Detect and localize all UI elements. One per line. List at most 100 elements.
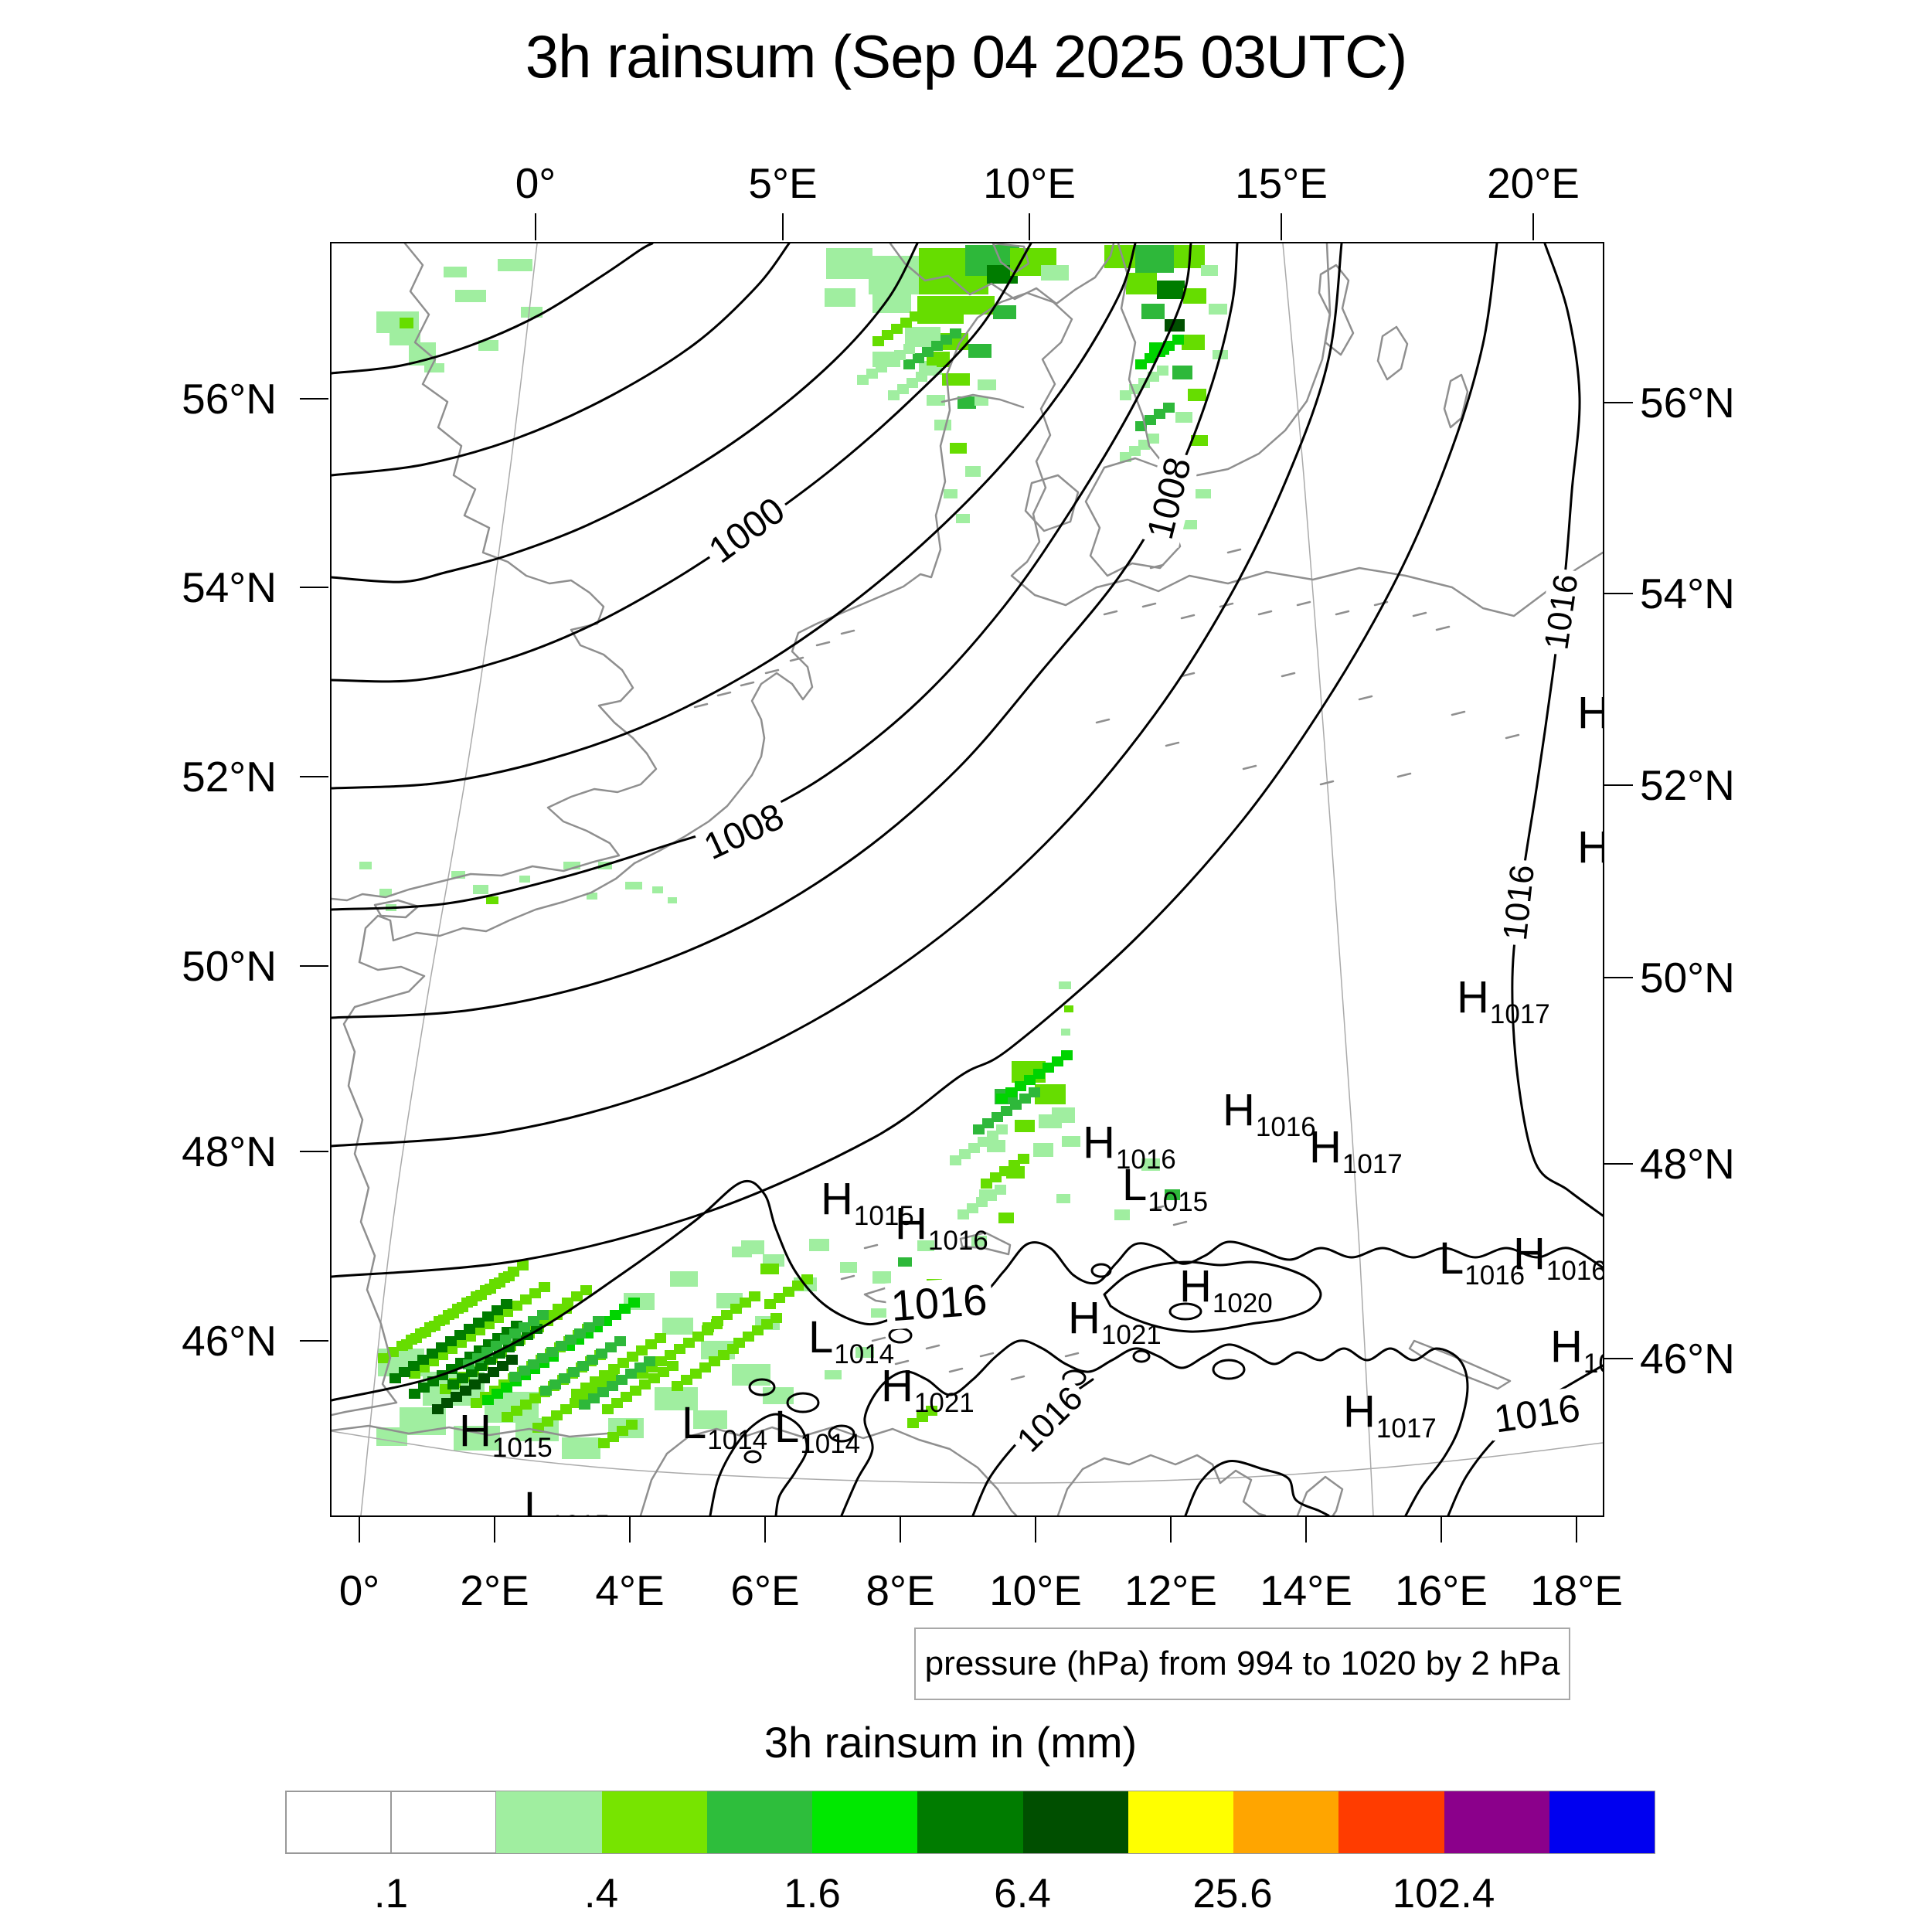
isobar-closed-cell [828, 1424, 855, 1443]
pressure-marker-value: 1017 [1489, 999, 1550, 1029]
pressure-marker-value: 1015 [1148, 1187, 1209, 1217]
right-axis-tick-label: 56°N [1640, 379, 1735, 427]
rain-cell [718, 1350, 730, 1360]
rain-cell [614, 1336, 626, 1346]
rain-cell [655, 1333, 666, 1343]
coastline [332, 862, 636, 1417]
rain-cell [1135, 245, 1174, 273]
rain-cell [502, 1412, 513, 1422]
rain-cell [429, 1321, 440, 1331]
colorbar-tick-label: 6.4 [994, 1871, 1051, 1917]
map-svg [332, 243, 1603, 1515]
pressure-marker-value: 1014 [707, 1425, 768, 1455]
rain-cell [571, 1389, 583, 1399]
rain-cell [400, 318, 413, 328]
rain-cell [626, 1420, 638, 1430]
rain-cell [571, 1291, 583, 1301]
rain-cell [987, 1131, 998, 1141]
pressure-marker-value: 1016 [1583, 1349, 1603, 1379]
rain-cell [588, 1393, 600, 1403]
isobar-line [332, 243, 1498, 1278]
rain-cell [577, 1361, 589, 1371]
top-axis-tick-label: 20°E [1487, 159, 1580, 207]
rain-cell [1033, 1069, 1045, 1079]
rain-cell [702, 1322, 714, 1332]
bottom-axis-tick-label: 2°E [460, 1566, 529, 1614]
isobar-closed-cell [1212, 1359, 1246, 1380]
coastline-islet [764, 668, 780, 675]
right-axis-tick-label: 50°N [1640, 954, 1735, 1002]
coastline-islet [863, 1243, 879, 1250]
rain-cell [636, 1345, 648, 1355]
rain-cell [992, 1112, 1003, 1122]
coastline-islet [840, 1274, 855, 1281]
rain-cell [891, 324, 903, 334]
pressure-marker-value: 1017 [1342, 1149, 1403, 1179]
coastline-islet [1319, 780, 1335, 786]
rain-cell [447, 1379, 459, 1389]
right-axis-tick [1604, 1163, 1633, 1165]
rain-cell [625, 882, 642, 889]
rain-cell [741, 1240, 764, 1254]
rain-cell [975, 396, 988, 406]
rain-cell [1015, 1120, 1035, 1132]
rain-cell [888, 390, 900, 400]
coastline [889, 243, 1115, 305]
pressure-marker-value: 1016 [1464, 1260, 1526, 1291]
rain-cell [976, 1197, 988, 1207]
top-axis-tick-label: 0° [515, 159, 556, 207]
rain-cell [919, 305, 930, 315]
rain-cell [1010, 1100, 1022, 1110]
isobar-line [332, 243, 791, 477]
rain-cell [985, 1191, 997, 1201]
pressure-marker: L1015 [524, 1486, 610, 1516]
rain-cell [537, 1353, 549, 1363]
pressure-marker: H1017 [1343, 1389, 1437, 1443]
rain-cell [621, 1392, 632, 1402]
pressure-marker-letter: H [1223, 1085, 1255, 1135]
rain-cell [446, 1344, 457, 1354]
coastline-islet [1180, 672, 1196, 678]
rain-cell [907, 1418, 919, 1428]
coastline-islet [815, 641, 831, 647]
graticule-line [1282, 243, 1374, 1515]
bottom-axis-tick [359, 1515, 360, 1543]
pressure-marker-value: 1016 [927, 1226, 988, 1256]
colorbar-cell [1128, 1791, 1234, 1853]
coastline-islet [1103, 610, 1118, 616]
rain-cell [922, 347, 934, 357]
rain-cell [441, 1398, 453, 1408]
rain-cell [931, 341, 943, 351]
rain-cell [1052, 1056, 1063, 1066]
rain-cell [511, 1301, 522, 1311]
colorbar-tick-label: 1.6 [784, 1871, 841, 1917]
rain-cell [934, 420, 951, 430]
coastline-islet [1435, 625, 1451, 631]
rain-cell [1024, 1075, 1036, 1085]
rain-cell [681, 1375, 692, 1385]
rain-cell [1064, 1005, 1073, 1012]
bottom-axis-tick-label: 6°E [730, 1566, 800, 1614]
rain-cell [509, 1372, 521, 1382]
rain-cell [503, 1271, 515, 1281]
isobar-closed-cell [743, 1450, 762, 1464]
pressure-marker-letter: H [1457, 972, 1489, 1022]
rain-cell [379, 889, 392, 896]
rain-cell [644, 1356, 655, 1366]
coastline [1376, 325, 1409, 381]
rain-cell [451, 1392, 462, 1402]
bottom-axis-tick-label: 18°E [1530, 1566, 1623, 1614]
rain-cell [597, 1387, 609, 1397]
rain-cell [498, 259, 532, 271]
rain-cell [740, 1298, 751, 1308]
rain-cell [973, 1124, 985, 1134]
rain-cell [993, 305, 1016, 319]
left-axis-tick-label: 54°N [182, 563, 277, 611]
pressure-marker-value: 1017 [1376, 1413, 1437, 1444]
top-axis-tick [535, 213, 536, 240]
rain-cell [432, 1404, 444, 1414]
rain-cell [596, 1349, 607, 1359]
pressure-marker-letter: L [682, 1398, 707, 1448]
pressure-marker-letter: H [1577, 822, 1603, 872]
right-axis-tick [1604, 1358, 1633, 1359]
